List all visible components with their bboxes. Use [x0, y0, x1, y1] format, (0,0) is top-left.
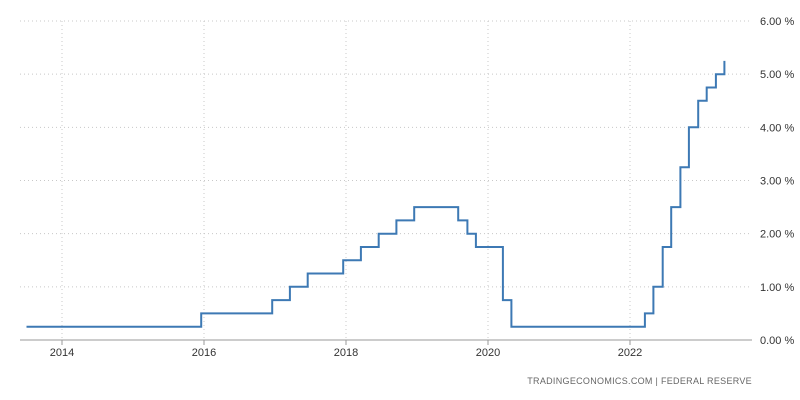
- grid-layer: [20, 20, 752, 340]
- y-tick-label: 2.00 %: [760, 229, 794, 241]
- y-ticks: 0.00 % 1.00 % 2.00 % 3.00 % 4.00 % 5.00 % 6.00…: [760, 16, 794, 347]
- x-tick-label: 2014: [50, 347, 74, 359]
- y-tick-label: 4.00 %: [760, 122, 794, 134]
- x-tick-label: 2020: [476, 347, 500, 359]
- x-tick-label: 2016: [192, 347, 216, 359]
- series-line: [26, 60, 726, 328]
- series-layer: [26, 60, 726, 328]
- y-tick-label: 5.00 %: [760, 69, 794, 81]
- x-tick-label: 2022: [618, 347, 642, 359]
- source-label: TRADINGECONOMICS.COM | FEDERAL RESERVE: [527, 376, 752, 386]
- y-tick-label: 6.00 %: [760, 16, 794, 28]
- y-tick-label: 1.00 %: [760, 282, 794, 294]
- x-tick-label: 2018: [334, 347, 358, 359]
- y-tick-label: 3.00 %: [760, 176, 794, 188]
- x-ticks: 2014 2016 2018 2020 2022: [50, 340, 642, 359]
- y-tick-label: 0.00 %: [760, 335, 794, 347]
